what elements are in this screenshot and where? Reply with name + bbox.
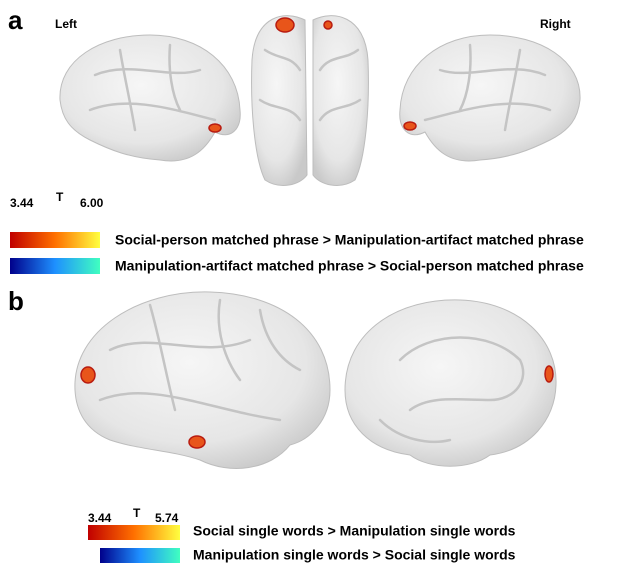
panel-label: a <box>8 5 23 35</box>
legend-text: Manipulation single words > Social singl… <box>193 547 516 563</box>
legend-text: Manipulation-artifact matched phrase > S… <box>115 258 584 274</box>
colorbar-cool <box>10 258 100 274</box>
colorbar-max: 5.74 <box>155 511 179 525</box>
brain-left-lateral <box>60 35 240 161</box>
colorbar-stat: T <box>133 506 141 520</box>
colorbar-hot <box>10 232 100 248</box>
figure: a Left Right 3.44 T 6.00 Social-person m… <box>0 0 626 569</box>
legend-text: Social single words > Manipulation singl… <box>193 523 516 539</box>
hemisphere-label: Right <box>540 17 571 31</box>
legend-text: Social-person matched phrase > Manipulat… <box>115 232 584 248</box>
colorbar-stat: T <box>56 190 64 204</box>
brain-lateral <box>75 292 330 469</box>
hemisphere-label: Left <box>55 17 77 31</box>
brain-top-views <box>252 16 369 186</box>
colorbar-min: 3.44 <box>10 196 34 210</box>
brain-right-lateral <box>400 35 580 161</box>
colorbar-cool <box>100 548 180 563</box>
colorbar-hot <box>88 525 180 540</box>
panel-label: b <box>8 286 24 316</box>
colorbar-min: 3.44 <box>88 511 112 525</box>
colorbar-max: 6.00 <box>80 196 104 210</box>
brain-medial <box>345 300 556 466</box>
